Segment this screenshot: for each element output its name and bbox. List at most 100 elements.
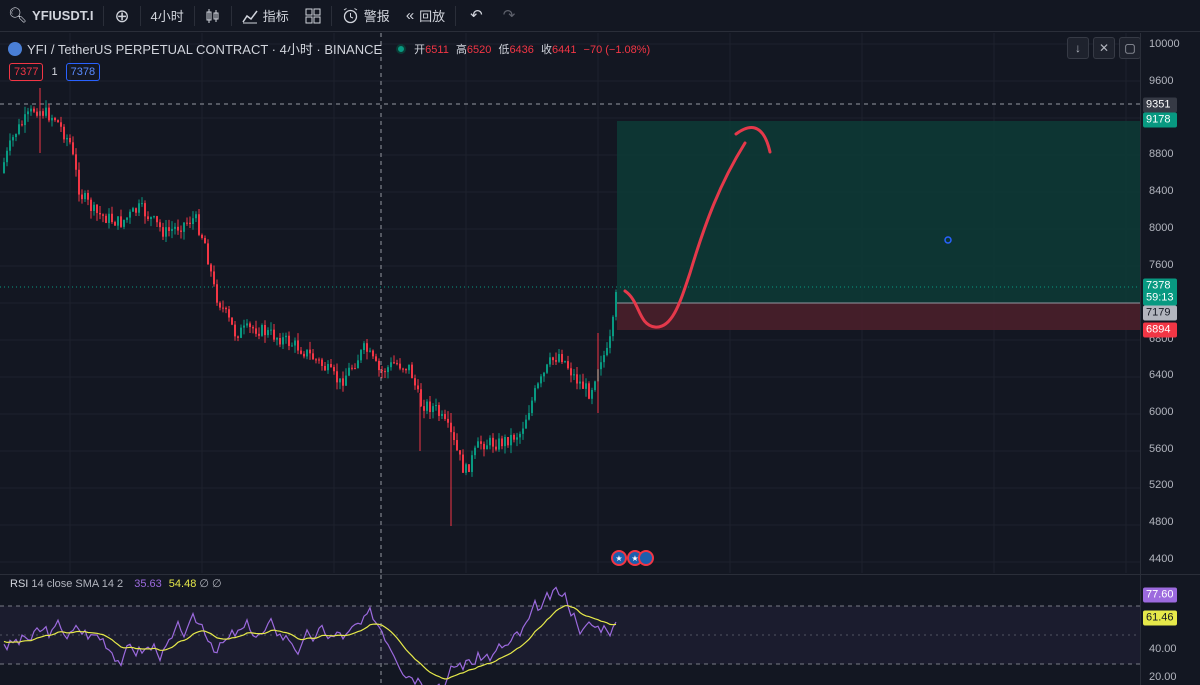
compare-button[interactable]: ⊕: [106, 0, 137, 32]
position-handle[interactable]: [944, 236, 952, 244]
indicators-button[interactable]: 指标: [234, 0, 297, 32]
search-icon: 🔍︎: [8, 7, 28, 24]
candle-body: [582, 381, 584, 389]
plus-circle-icon: ⊕: [114, 5, 130, 26]
candle-body: [15, 133, 17, 138]
undo-button[interactable]: ↶: [458, 0, 495, 32]
candle-body: [348, 367, 350, 376]
candle-body: [261, 325, 263, 336]
candle-body: [237, 336, 239, 338]
candle-body: [465, 464, 467, 473]
candle-body: [486, 445, 488, 450]
candle-body: [552, 357, 554, 361]
fullscreen-button[interactable]: ▢: [1119, 37, 1141, 59]
rsi-pane[interactable]: [0, 574, 1140, 685]
candle-body: [330, 364, 332, 368]
candle-body: [321, 359, 323, 366]
price-tick: 5200: [1149, 479, 1174, 491]
candle-body: [471, 455, 473, 472]
candle-body: [363, 343, 365, 351]
alert-button[interactable]: 警报: [334, 0, 398, 32]
chart-type-button[interactable]: [197, 0, 229, 32]
candle-body: [153, 216, 155, 218]
candle-body: [3, 162, 5, 173]
candle-body: [27, 111, 29, 115]
candle-body: [588, 383, 590, 399]
price-chart[interactable]: [0, 33, 1140, 573]
candle-body: [282, 337, 284, 345]
sell-button[interactable]: 7377: [9, 63, 44, 81]
candle-body: [222, 307, 224, 309]
candle-body: [585, 383, 587, 389]
target-zone[interactable]: [617, 121, 1140, 303]
candle-body: [360, 350, 362, 361]
rsi-ma-line: [3, 605, 617, 680]
candle-body: [198, 214, 200, 235]
candle-body: [174, 226, 176, 229]
candle-body: [33, 108, 35, 112]
candle-body: [216, 284, 218, 303]
candle-body: [267, 330, 269, 336]
candle-body: [522, 428, 524, 434]
fullscreen-icon: ▢: [1124, 41, 1136, 55]
candle-body: [114, 222, 116, 226]
candle-body: [393, 362, 395, 364]
candlestick-series: [3, 88, 617, 526]
economic-event-flag[interactable]: [638, 550, 654, 566]
rsi-axis[interactable]: 77.60 61.46 40.00 20.00: [1140, 574, 1200, 685]
candle-body: [72, 142, 74, 155]
stop-zone[interactable]: [617, 303, 1140, 330]
candle-body: [591, 390, 593, 399]
candle-body: [183, 222, 185, 232]
maximize-button[interactable]: ✕: [1093, 37, 1115, 59]
candle-body: [87, 193, 89, 200]
redo-button[interactable]: ↷: [495, 0, 524, 32]
candle-body: [177, 226, 179, 231]
candle-body: [603, 355, 605, 363]
candles-icon: [206, 8, 219, 23]
price-axis[interactable]: 10000 9600 8800 8400 8000 7600 6800 6400…: [1140, 33, 1200, 574]
layout-button[interactable]: [297, 0, 329, 32]
candle-body: [204, 237, 206, 244]
candle-body: [510, 434, 512, 446]
rsi-value: 35.63: [134, 578, 162, 590]
toolbar-divider: [193, 5, 195, 26]
symbol-search[interactable]: 🔍︎ YFIUSDT.I: [0, 0, 101, 32]
candle-body: [576, 374, 578, 384]
collapse-button[interactable]: ↓: [1067, 37, 1089, 59]
price-tick: 4400: [1149, 553, 1174, 565]
candle-body: [345, 375, 347, 386]
candle-body: [81, 194, 83, 200]
replay-button[interactable]: « 回放: [398, 0, 453, 32]
quick-trade: 7377 1 7378: [9, 63, 101, 81]
candle-body: [57, 120, 59, 123]
candle-body: [54, 117, 56, 121]
candle-body: [405, 368, 407, 371]
alert-label: 警报: [363, 9, 390, 24]
economic-event-flag[interactable]: ★: [611, 550, 627, 566]
undo-icon: ↶: [470, 7, 483, 24]
candle-body: [132, 208, 134, 212]
buy-button[interactable]: 7378: [65, 63, 101, 81]
quantity-label[interactable]: 1: [51, 66, 58, 78]
us-flag-icon: ★: [631, 553, 639, 563]
hand-drawn-arrow[interactable]: [623, 126, 772, 329]
candle-body: [549, 357, 551, 365]
candle-body: [288, 335, 290, 346]
candle-body: [420, 389, 422, 407]
candle-body: [384, 371, 386, 373]
candle-body: [159, 222, 161, 228]
candle-body: [402, 368, 404, 370]
candle-body: [138, 203, 140, 213]
candle-body: [414, 378, 416, 386]
candle-body: [324, 365, 326, 371]
expand-icon: ✕: [1098, 41, 1110, 55]
candle-body: [51, 117, 53, 121]
candle-body: [570, 368, 572, 376]
candle-body: [327, 364, 329, 371]
target-price-tag: 9178: [1143, 112, 1177, 128]
interval-button[interactable]: 4小时: [143, 0, 192, 32]
candle-body: [12, 137, 14, 141]
candle-body: [477, 441, 479, 448]
candle-body: [558, 354, 560, 362]
